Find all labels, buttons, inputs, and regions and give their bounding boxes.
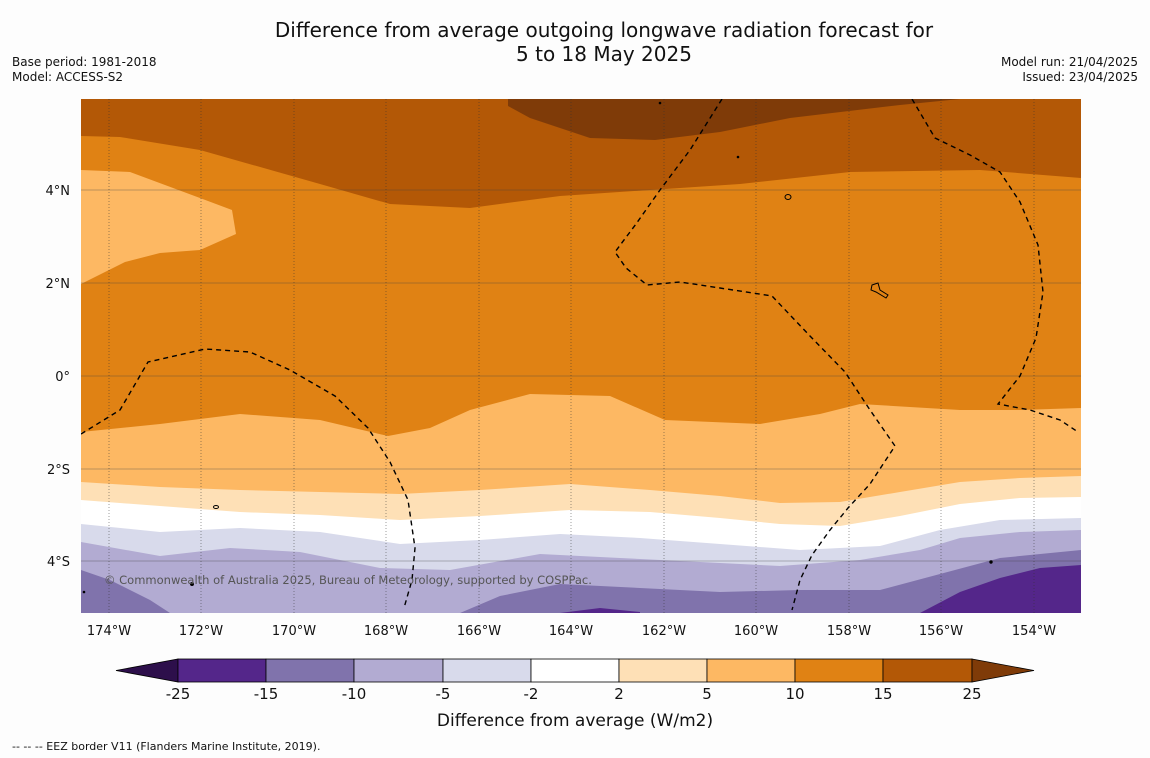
- band-15-25: [81, 99, 1081, 208]
- colorbar-ticks: -25 -15 -10 -5 -2 2 5 10 15 25: [166, 685, 982, 703]
- base-period: Base period: 1981-2018: [12, 55, 157, 69]
- colorbar-tick: 5: [702, 685, 712, 703]
- longitude-labels: 174°W 172°W 170°W 168°W 166°W 164°W 162°…: [87, 624, 1056, 639]
- colorbar-tick: 25: [962, 685, 981, 703]
- band-above-25: [508, 99, 960, 140]
- colorbar-bin: [706, 658, 796, 683]
- lon-label: 156°W: [919, 624, 963, 639]
- lon-label: 154°W: [1012, 624, 1056, 639]
- metadata-right: Model run: 21/04/2025 Issued: 23/04/2025: [1001, 55, 1138, 85]
- island-3: [213, 505, 219, 509]
- lat-label: 4°S: [47, 555, 70, 570]
- band-minus15-minus10-east: [460, 550, 1081, 613]
- band-minus25-minus15-small: [560, 608, 640, 613]
- lon-label: 170°W: [272, 624, 316, 639]
- metadata-left: Base period: 1981-2018 Model: ACCESS-S2: [12, 55, 157, 85]
- lon-label: 168°W: [364, 624, 408, 639]
- band-minus15-minus10-west: [81, 570, 170, 613]
- latitude-gridlines: [81, 189, 1081, 562]
- lon-label: 174°W: [87, 624, 131, 639]
- island-4: [190, 582, 194, 586]
- island-2: [870, 282, 889, 299]
- colorbar-tick: 2: [614, 685, 624, 703]
- lon-label: 160°W: [734, 624, 778, 639]
- lon-label: 164°W: [549, 624, 593, 639]
- lon-label: 162°W: [642, 624, 686, 639]
- map-title: Difference from average outgoing longwav…: [0, 18, 1150, 66]
- colorbar-tick: -15: [254, 685, 279, 703]
- lat-label: 2°N: [46, 277, 71, 292]
- islands: [82, 101, 993, 594]
- island-7: [658, 101, 662, 105]
- band-minus25-minus15-east: [920, 565, 1081, 613]
- colorbar-tick: -25: [166, 685, 191, 703]
- title-line-1: Difference from average outgoing longwav…: [274, 18, 934, 42]
- colorbar-bin: [618, 658, 708, 683]
- lon-label: 158°W: [827, 624, 871, 639]
- lat-label: 0°: [55, 370, 70, 385]
- island-1: [784, 194, 792, 200]
- colorbar-extend-high: [971, 658, 1035, 683]
- eez-borders: [81, 99, 1079, 611]
- colorbar-bin: [442, 658, 532, 683]
- colorbar-extend-low: [115, 658, 179, 683]
- eez-border-west: [81, 348, 416, 609]
- title-line-2: 5 to 18 May 2025: [516, 42, 692, 66]
- island-6: [736, 155, 740, 159]
- lat-label: 2°S: [47, 463, 70, 478]
- copyright-text: © Commonwealth of Australia 2025, Bureau…: [104, 573, 592, 587]
- island-8: [82, 590, 86, 594]
- colorbar-tick: 10: [785, 685, 804, 703]
- model-name: Model: ACCESS-S2: [12, 70, 124, 84]
- colorbar-tick: -10: [342, 685, 367, 703]
- colorbar-bin: [882, 658, 973, 683]
- colorbar: [115, 658, 1035, 683]
- colorbar-bin: [530, 658, 620, 683]
- eez-border-east: [911, 99, 1079, 433]
- issued-date: Issued: 23/04/2025: [1022, 70, 1138, 84]
- lon-label: 172°W: [179, 624, 223, 639]
- anomaly-field: [81, 99, 1081, 613]
- colorbar-bin: [353, 658, 444, 683]
- colorbar-bin: [794, 658, 884, 683]
- colorbar-label: Difference from average (W/m2): [437, 711, 713, 731]
- colorbar-tick: 15: [873, 685, 892, 703]
- colorbar-bin: [265, 658, 355, 683]
- lat-label: 4°N: [46, 184, 71, 199]
- model-run: Model run: 21/04/2025: [1000, 55, 1138, 69]
- island-5: [989, 560, 993, 564]
- lon-label: 166°W: [457, 624, 501, 639]
- eez-footnote: -- -- -- EEZ border V11 (Flanders Marine…: [12, 740, 321, 753]
- colorbar-tick: -5: [436, 685, 451, 703]
- eez-border-central: [614, 99, 896, 611]
- latitude-labels: 4°N 2°N 0° 2°S 4°S: [46, 184, 71, 570]
- colorbar-bin: [177, 658, 267, 683]
- colorbar-tick: -2: [524, 685, 539, 703]
- band-5-10-north: [81, 170, 236, 284]
